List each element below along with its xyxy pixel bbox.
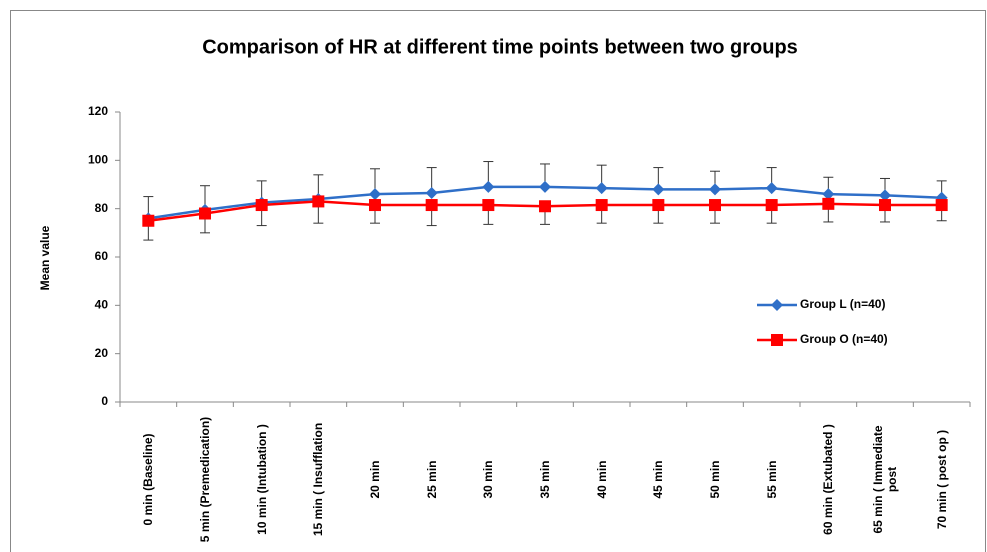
- x-tick-label: 15 min ( Insufflation: [311, 422, 326, 537]
- x-tick-label: 0 min (Baseline): [141, 433, 156, 526]
- y-tick-label: 120: [88, 104, 108, 118]
- marker: [539, 180, 551, 193]
- y-axis-label: Mean value: [38, 225, 52, 290]
- marker: [709, 183, 721, 196]
- marker: [935, 199, 948, 212]
- marker: [879, 199, 891, 212]
- y-tick-label: 60: [95, 249, 109, 263]
- x-tick-label: 35 min: [538, 460, 552, 499]
- marker: [652, 199, 665, 212]
- marker: [425, 186, 438, 199]
- chart-title: Comparison of HR at different time point…: [202, 36, 798, 58]
- legend-label: Group O (n=40): [800, 332, 888, 346]
- chart-border: [10, 10, 986, 552]
- marker: [765, 182, 778, 195]
- marker: [369, 188, 381, 201]
- marker: [255, 199, 268, 212]
- marker: [595, 182, 608, 195]
- x-tick-label: 40 min: [594, 460, 609, 499]
- marker: [142, 214, 155, 227]
- x-tick-label: 55 min: [764, 460, 779, 499]
- marker: [709, 199, 721, 212]
- x-tick-label: 70 min ( post op ): [934, 429, 949, 530]
- x-tick-label: 10 min (Intubation ): [254, 424, 269, 535]
- y-tick-label: 80: [95, 201, 109, 215]
- marker: [771, 334, 783, 346]
- x-tick-label: 45 min: [651, 460, 666, 499]
- y-tick-label: 20: [95, 346, 109, 360]
- marker: [425, 199, 438, 212]
- marker: [595, 199, 608, 212]
- marker: [765, 199, 778, 212]
- legend-label: Group L (n=40): [800, 297, 885, 311]
- marker: [482, 199, 495, 212]
- marker: [199, 207, 211, 220]
- x-tick-label: 25 min: [424, 460, 439, 499]
- y-tick-label: 100: [88, 153, 108, 167]
- x-tick-label: 20 min: [368, 460, 382, 499]
- x-tick-label: 60 min (Extubated ): [821, 424, 836, 535]
- marker: [771, 299, 783, 311]
- marker: [822, 188, 835, 201]
- marker: [539, 200, 551, 213]
- marker: [482, 180, 495, 193]
- marker: [312, 195, 325, 208]
- y-tick-label: 0: [101, 394, 108, 408]
- x-tick-label: 5 min (Premedication): [198, 416, 212, 543]
- y-tick-label: 40: [95, 298, 109, 312]
- marker: [652, 183, 665, 196]
- marker: [879, 189, 891, 202]
- x-tick-label: 30 min: [481, 460, 496, 499]
- x-tick-label: 65 min ( Immediate post: [871, 425, 899, 534]
- marker: [369, 199, 381, 212]
- marker: [822, 197, 835, 210]
- x-tick-label: 50 min: [708, 460, 722, 499]
